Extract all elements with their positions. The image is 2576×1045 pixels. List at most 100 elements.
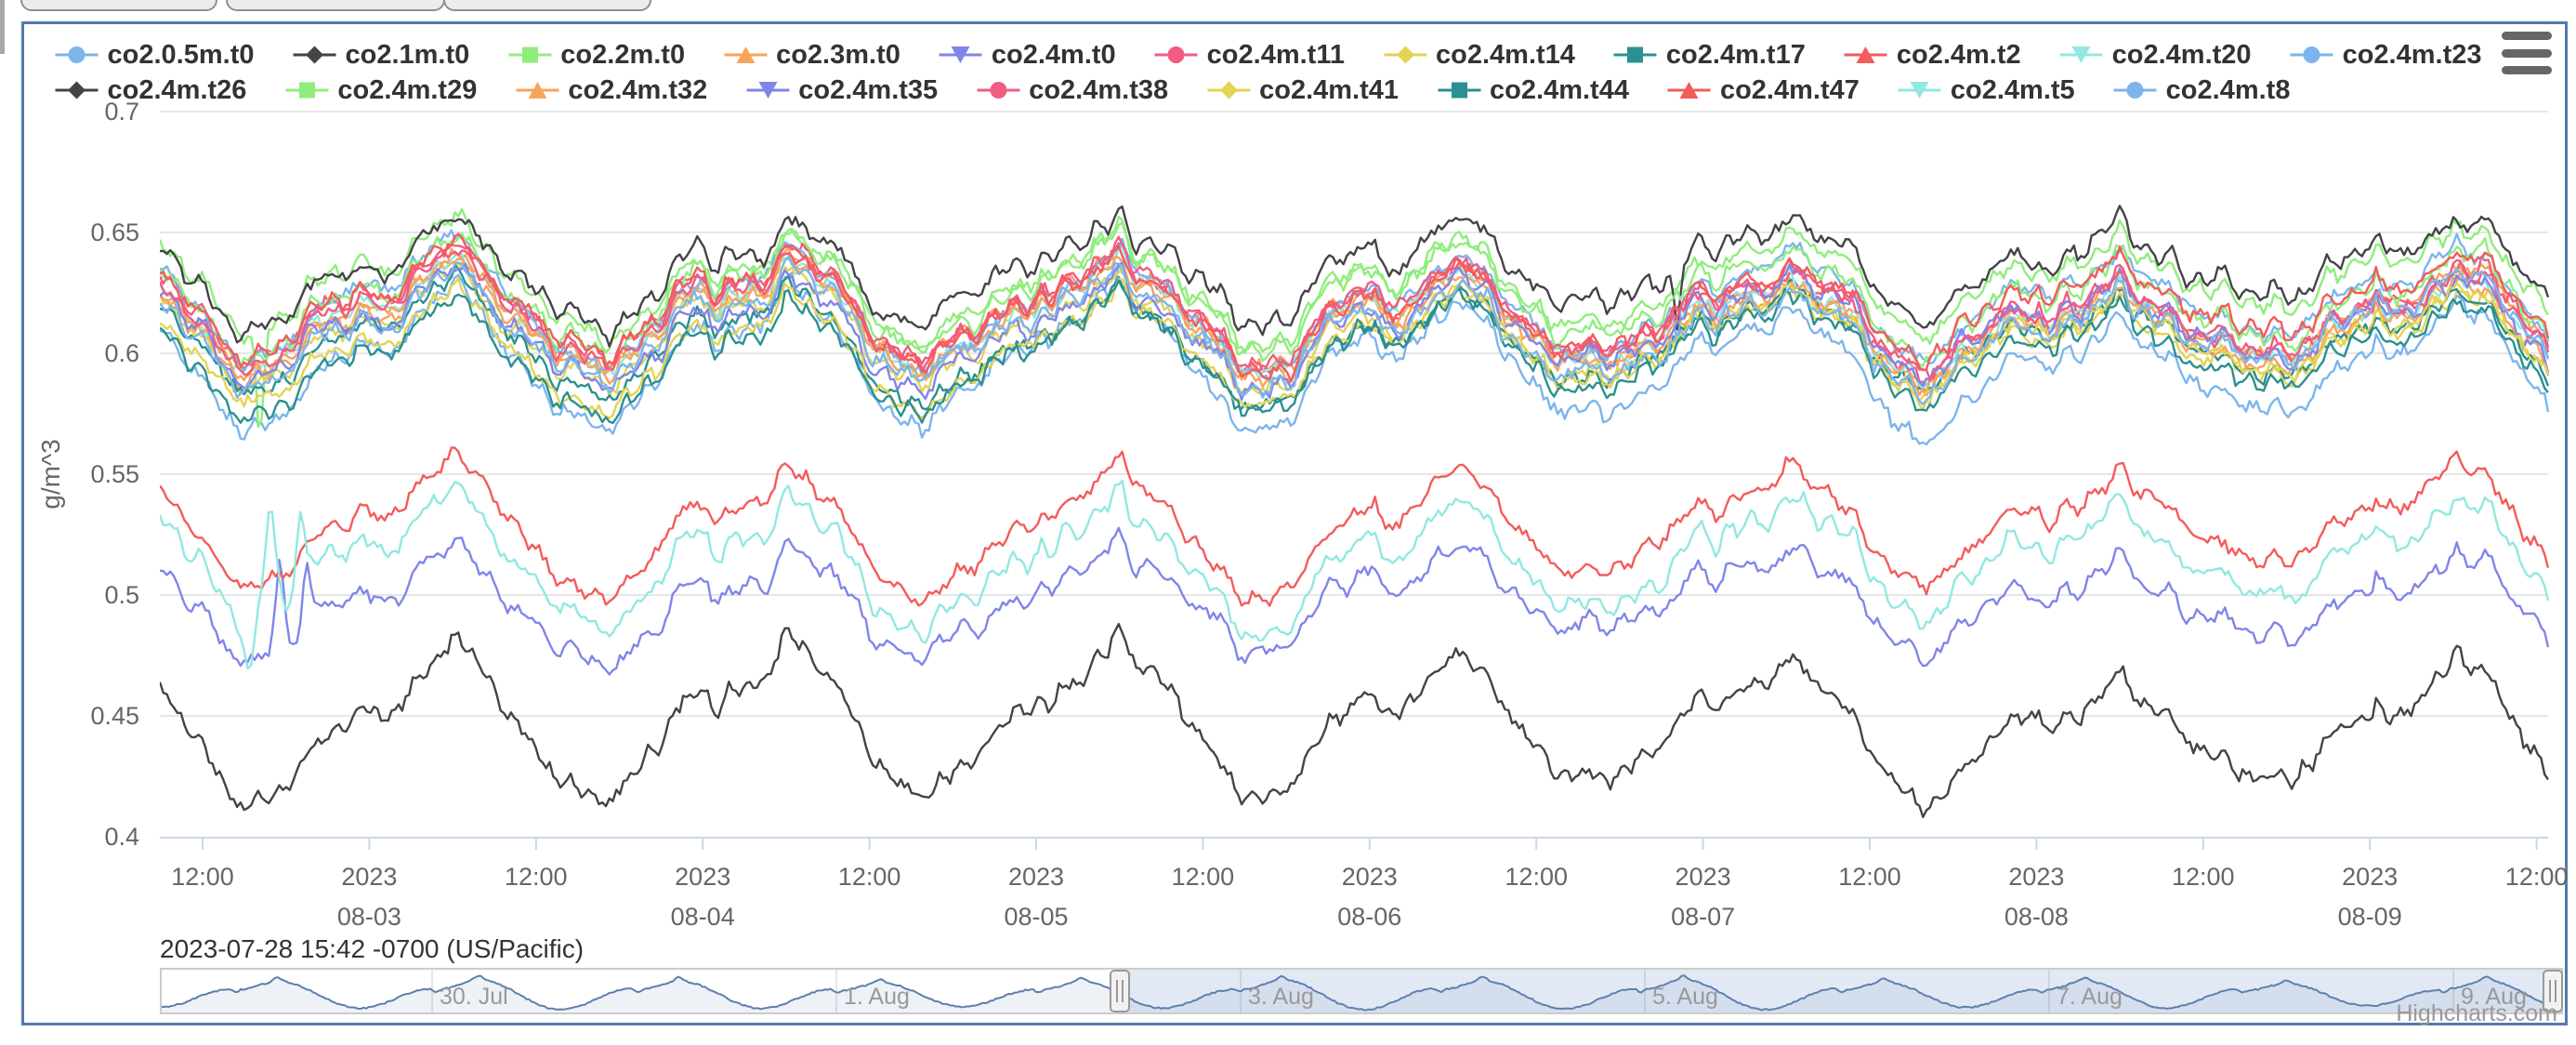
circle-marker-icon <box>2290 46 2333 63</box>
x-axis-label-date: 08-04 <box>671 903 735 931</box>
legend-item-co2.4m.t2[interactable]: co2.4m.t2 <box>1844 39 2021 71</box>
series-path-co2.0.5m.t0 <box>160 263 2550 446</box>
x-axis-label: 12:00 <box>1172 863 1235 891</box>
series-path-co2.4m.t0 <box>160 526 2550 676</box>
navigator: 30. Jul 1. Aug 3. Aug 5. Aug 7. Aug 9. Aug <box>160 968 2563 1014</box>
x-axis-label: 2023 <box>1342 863 1398 891</box>
x-axis-label: 12:00 <box>1838 863 1901 891</box>
diamond-marker-icon <box>1207 81 1251 99</box>
legend-item-co2.4m.t38[interactable]: co2.4m.t38 <box>977 75 1168 106</box>
y-axis-label: 0.4 <box>104 823 139 851</box>
x-axis-label: 12:00 <box>171 863 234 891</box>
legend-label: co2.1m.t0 <box>345 39 470 70</box>
legend-item-co2.3m.t0[interactable]: co2.3m.t0 <box>724 40 900 71</box>
legend-label: co2.4m.t41 <box>1259 74 1400 105</box>
hamburger-icon <box>2502 48 2552 58</box>
x-axis-label-date: 08-09 <box>2338 903 2402 931</box>
legend-item-co2.1m.t0[interactable]: co2.1m.t0 <box>293 40 469 71</box>
hamburger-icon <box>2502 32 2552 40</box>
navigator-left-handle[interactable] <box>1110 970 1130 1012</box>
legend-item-co2.4m.t14[interactable]: co2.4m.t14 <box>1384 40 1575 71</box>
legend-label: co2.4m.t11 <box>1206 39 1346 70</box>
legend-item-co2.4m.t23[interactable]: co2.4m.t23 <box>2290 39 2482 71</box>
diamond-marker-icon <box>1384 46 1427 64</box>
series-path-co2.4m.t26 <box>160 205 2550 348</box>
square-marker-icon <box>508 46 552 63</box>
x-axis-label: 2023 <box>2008 863 2064 891</box>
x-axis-label: 2023 <box>1008 863 1064 891</box>
legend-label: co2.4m.t26 <box>107 74 247 105</box>
axes: 0.4 0.45 0.5 0.55 0.6 0.65 0.7 12:00 2023 08-03 12… <box>90 98 2568 931</box>
legend-item-co2.4m.t32[interactable]: co2.4m.t32 <box>516 75 707 106</box>
navigator-label: 1. Aug <box>844 984 910 1010</box>
navigator-track <box>161 969 2562 1013</box>
series-path-co2.4m.t41 <box>160 277 2550 419</box>
legend-label: co2.2m.t0 <box>560 39 686 70</box>
navigator-right-handle[interactable] <box>2543 970 2563 1012</box>
circle-marker-icon <box>977 82 1020 99</box>
circle-marker-icon <box>2113 82 2157 99</box>
y-axis-label: 0.5 <box>104 581 139 609</box>
x-axis-label: 12:00 <box>1505 863 1568 891</box>
legend-item-co2.4m.t29[interactable]: co2.4m.t29 <box>285 75 477 106</box>
x-axis-label: 12:00 <box>505 863 568 891</box>
legend-item-co2.4m.t11[interactable]: co2.4m.t11 <box>1154 39 1346 71</box>
legend-label: co2.3m.t0 <box>776 39 900 70</box>
legend-label: co2.4m.t2 <box>1896 39 2021 70</box>
chart-caption: 2023-07-28 15:42 -0700 (US/Pacific) <box>160 934 584 963</box>
legend-item-co2.0.5m.t0[interactable]: co2.0.5m.t0 <box>55 40 254 71</box>
legend-label: co2.4m.t35 <box>798 74 939 105</box>
navigator-area <box>161 975 2562 1012</box>
gridlines <box>160 111 2548 717</box>
legend-item-co2.4m.t8[interactable]: co2.4m.t8 <box>2113 74 2291 106</box>
diamond-marker-icon <box>293 46 336 64</box>
legend-label: co2.4m.t29 <box>337 74 478 105</box>
navigator-label: 30. Jul <box>440 984 508 1010</box>
series-path-co2.1m.t0 <box>160 623 2549 818</box>
y-axis-label: 0.55 <box>90 460 139 488</box>
legend-item-co2.4m.t20[interactable]: co2.4m.t20 <box>2059 40 2252 71</box>
navigator-series <box>161 974 2562 1012</box>
x-axis-label: 2023 <box>675 863 730 891</box>
legend-item-co2.4m.t35[interactable]: co2.4m.t35 <box>746 75 938 106</box>
triangle-marker-icon <box>724 46 768 63</box>
square-marker-icon <box>1438 82 1481 99</box>
legend-label: co2.4m.t8 <box>2165 74 2291 105</box>
y-axis-label: 0.7 <box>104 98 139 126</box>
x-axis-label: 12:00 <box>2172 863 2235 891</box>
triangle-down-marker-icon <box>2059 46 2103 63</box>
chart-container <box>21 21 2568 1025</box>
legend-label: co2.4m.t23 <box>2342 39 2482 70</box>
legend-item-co2.4m.t5[interactable]: co2.4m.t5 <box>1898 74 2075 106</box>
credits-watermark: Highcharts.com <box>2396 1000 2557 1026</box>
x-axis-label: 2023 <box>1676 863 1731 891</box>
circle-marker-icon <box>55 46 99 63</box>
x-axis-label-date: 08-05 <box>1004 903 1068 931</box>
triangle-down-marker-icon <box>939 46 982 63</box>
y-axis-label: 0.6 <box>104 339 139 367</box>
legend-row: co2.4m.t26 co2.4m.t29 co2.4m.t32 co2.4m.t35… <box>55 73 2521 108</box>
series-path-co2.4m.t2 <box>160 446 2550 607</box>
x-axis-label-date: 08-06 <box>1337 903 1401 931</box>
legend-item-co2.4m.t41[interactable]: co2.4m.t41 <box>1207 75 1399 106</box>
legend-item-co2.4m.t44[interactable]: co2.4m.t44 <box>1438 75 1629 106</box>
series-path-co2.4m.t8 <box>160 256 2550 405</box>
legend-label: co2.4m.t38 <box>1029 74 1169 105</box>
legend-item-co2.4m.t0[interactable]: co2.4m.t0 <box>939 39 1116 71</box>
x-axis-label: 12:00 <box>2505 863 2569 891</box>
navigator-selected-range[interactable] <box>1120 969 2562 1013</box>
legend-label: co2.4m.t5 <box>1950 74 2075 105</box>
triangle-marker-icon <box>516 82 559 99</box>
square-marker-icon <box>285 82 329 99</box>
legend-item-co2.2m.t0[interactable]: co2.2m.t0 <box>508 40 685 71</box>
navigator-label: 7. Aug <box>2057 984 2123 1010</box>
legend-item-co2.4m.t17[interactable]: co2.4m.t17 <box>1613 40 1806 71</box>
legend-item-co2.4m.t26[interactable]: co2.4m.t26 <box>55 74 247 106</box>
y-axis-title: g/m^3 <box>36 439 65 509</box>
navigator-left-handle-body <box>1110 970 1130 1012</box>
legend-label: co2.4m.t32 <box>568 74 708 105</box>
x-axis-label: 12:00 <box>838 863 901 891</box>
legend-item-co2.4m.t47[interactable]: co2.4m.t47 <box>1667 75 1860 106</box>
legend-label: co2.4m.t0 <box>991 39 1116 70</box>
chart-context-menu-button[interactable] <box>2502 32 2554 74</box>
